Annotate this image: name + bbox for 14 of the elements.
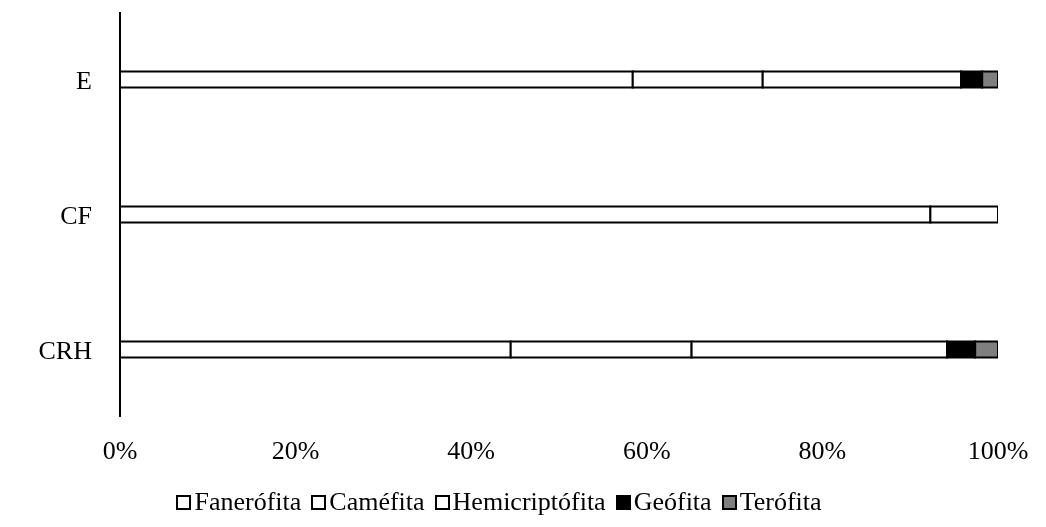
y-tick-label: E <box>76 65 92 95</box>
x-tick-label: 100% <box>967 436 1029 466</box>
legend-label: Fanerófita <box>193 487 302 517</box>
x-tick-label: 40% <box>447 436 496 466</box>
legend-label: Terófita <box>738 487 822 517</box>
x-tick-label: 20% <box>271 436 320 466</box>
x-tick-label: 80% <box>798 436 847 466</box>
x-tick-label: 0% <box>102 436 138 466</box>
x-tick-label: 60% <box>622 436 671 466</box>
y-tick-label: CRH <box>38 335 93 365</box>
legend-label: Hemicriptófita <box>451 487 606 517</box>
legend-label: Caméfita <box>328 487 425 517</box>
legend-label: Geófita <box>632 487 712 517</box>
y-tick-label: CF <box>60 200 92 230</box>
